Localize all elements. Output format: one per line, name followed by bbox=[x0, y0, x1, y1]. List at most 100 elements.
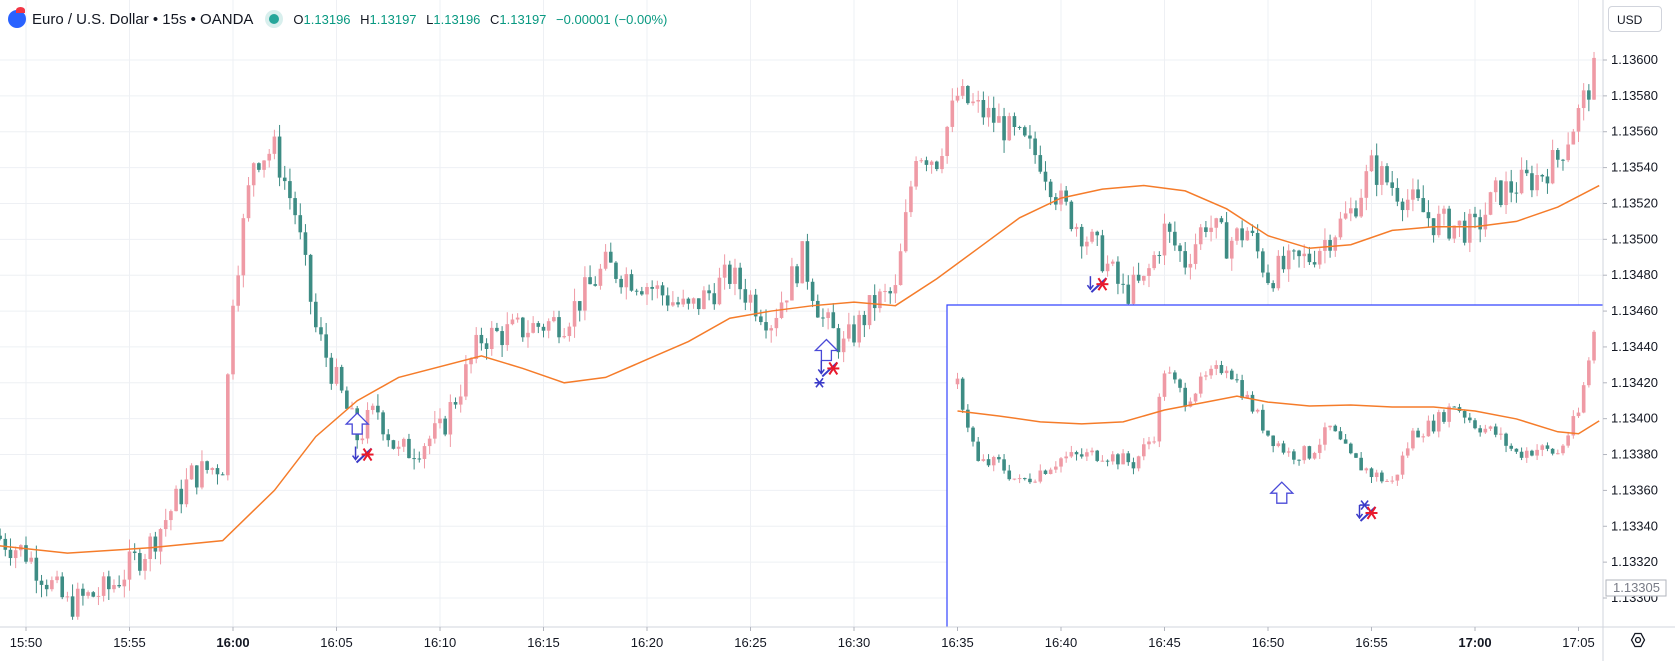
candle-body bbox=[1079, 226, 1084, 247]
candle-body bbox=[1012, 478, 1017, 480]
candle-body bbox=[1131, 462, 1136, 469]
candle-body bbox=[34, 557, 39, 581]
candle-body bbox=[1043, 171, 1048, 182]
candle-body bbox=[753, 294, 758, 317]
candle-body bbox=[70, 596, 75, 617]
candle-body bbox=[1338, 218, 1343, 238]
candle-body bbox=[458, 396, 463, 405]
candle-body bbox=[1229, 240, 1234, 259]
candle-body bbox=[489, 327, 494, 349]
candle-body bbox=[1514, 192, 1519, 194]
candle-body bbox=[1323, 240, 1327, 251]
candle-body bbox=[1369, 155, 1374, 172]
candle-body bbox=[1550, 448, 1555, 454]
candle-body bbox=[1079, 454, 1084, 457]
currency-button[interactable]: USD bbox=[1608, 6, 1662, 32]
candle-body bbox=[1255, 232, 1260, 252]
candle-body bbox=[1395, 474, 1400, 481]
candle-body bbox=[1297, 250, 1301, 257]
candle-body bbox=[526, 332, 530, 338]
candle-body bbox=[1147, 441, 1151, 445]
candle-body bbox=[1473, 420, 1477, 429]
candle-body bbox=[1436, 412, 1441, 432]
candle-body bbox=[1069, 452, 1074, 457]
candle-body bbox=[935, 161, 939, 170]
candle-body bbox=[691, 298, 696, 304]
candle-body bbox=[407, 438, 411, 459]
candle-body bbox=[1085, 241, 1089, 247]
candle-body bbox=[1090, 450, 1094, 453]
candle-body bbox=[588, 277, 592, 285]
candle-body bbox=[624, 274, 629, 288]
candle-body bbox=[1581, 385, 1586, 413]
candle-body bbox=[1535, 175, 1539, 191]
candle-body bbox=[101, 576, 106, 596]
candle-body bbox=[1012, 116, 1017, 127]
candle-body bbox=[210, 468, 215, 470]
candle-body bbox=[919, 160, 924, 162]
candle-body bbox=[821, 317, 825, 319]
open-value: 1.13196 bbox=[303, 11, 351, 27]
candle-body bbox=[1292, 451, 1296, 460]
price-tick-label: 1.13560 bbox=[1611, 124, 1658, 139]
candle-body bbox=[464, 364, 468, 397]
candle-body bbox=[1116, 454, 1120, 465]
symbol-title[interactable]: Euro / U.S. Dollar • 15s • OANDA bbox=[32, 10, 254, 28]
candle-body bbox=[764, 322, 768, 331]
candle-body bbox=[1488, 426, 1493, 429]
candle-body bbox=[1250, 230, 1255, 233]
candle-body bbox=[81, 588, 85, 596]
candle-body bbox=[251, 163, 256, 186]
eurusd-flag-icon bbox=[8, 7, 26, 28]
candle-body bbox=[1442, 208, 1446, 214]
candle-body bbox=[955, 378, 960, 385]
candle-body bbox=[1286, 451, 1291, 453]
candle-body bbox=[1312, 452, 1317, 459]
symbol-header[interactable]: Euro / U.S. Dollar • 15s • OANDA O1.1319… bbox=[8, 7, 673, 30]
candle-body bbox=[1229, 370, 1234, 380]
candle-body bbox=[401, 438, 406, 447]
candle-body bbox=[1576, 412, 1581, 417]
candle-body bbox=[448, 402, 453, 435]
candle-body bbox=[1286, 250, 1291, 270]
candle-body bbox=[707, 290, 711, 294]
settings-gear-icon[interactable] bbox=[1630, 632, 1646, 648]
candle-body bbox=[593, 284, 598, 286]
candle-body bbox=[1587, 360, 1591, 386]
candle-body bbox=[748, 294, 753, 303]
candle-body bbox=[888, 291, 893, 294]
candle-body bbox=[546, 321, 551, 331]
candle-body bbox=[1126, 284, 1131, 304]
signal-down-arrow-head bbox=[1086, 284, 1094, 291]
low-value: 1.13196 bbox=[433, 11, 481, 27]
candle-body bbox=[1499, 433, 1503, 435]
candle-body bbox=[966, 409, 970, 428]
candle-body bbox=[86, 592, 90, 596]
candle-body bbox=[1074, 226, 1079, 230]
inset-moving-average-line bbox=[957, 395, 1600, 435]
candle-body bbox=[91, 592, 96, 597]
candle-body bbox=[1261, 251, 1265, 273]
candle-body bbox=[1566, 144, 1570, 161]
candle-body bbox=[1411, 430, 1415, 449]
candle-body bbox=[769, 328, 773, 331]
candle-body bbox=[903, 212, 908, 252]
candle-body bbox=[1302, 446, 1307, 461]
candle-body bbox=[1017, 126, 1022, 128]
candle-body bbox=[976, 441, 980, 461]
candle-body bbox=[1152, 255, 1156, 269]
open-label: O bbox=[293, 11, 304, 27]
candle-body bbox=[966, 85, 970, 104]
candle-body bbox=[350, 408, 354, 410]
time-tick-label: 16:50 bbox=[1252, 635, 1285, 650]
price-tick-label: 1.13320 bbox=[1611, 554, 1658, 569]
candle-body bbox=[1328, 240, 1332, 251]
candle-body bbox=[1468, 213, 1472, 243]
candle-body bbox=[614, 262, 618, 279]
candle-body bbox=[438, 418, 442, 424]
candle-body bbox=[1209, 368, 1213, 376]
candle-body bbox=[1214, 365, 1219, 369]
candle-body bbox=[1457, 220, 1462, 226]
candle-body bbox=[1545, 445, 1550, 449]
